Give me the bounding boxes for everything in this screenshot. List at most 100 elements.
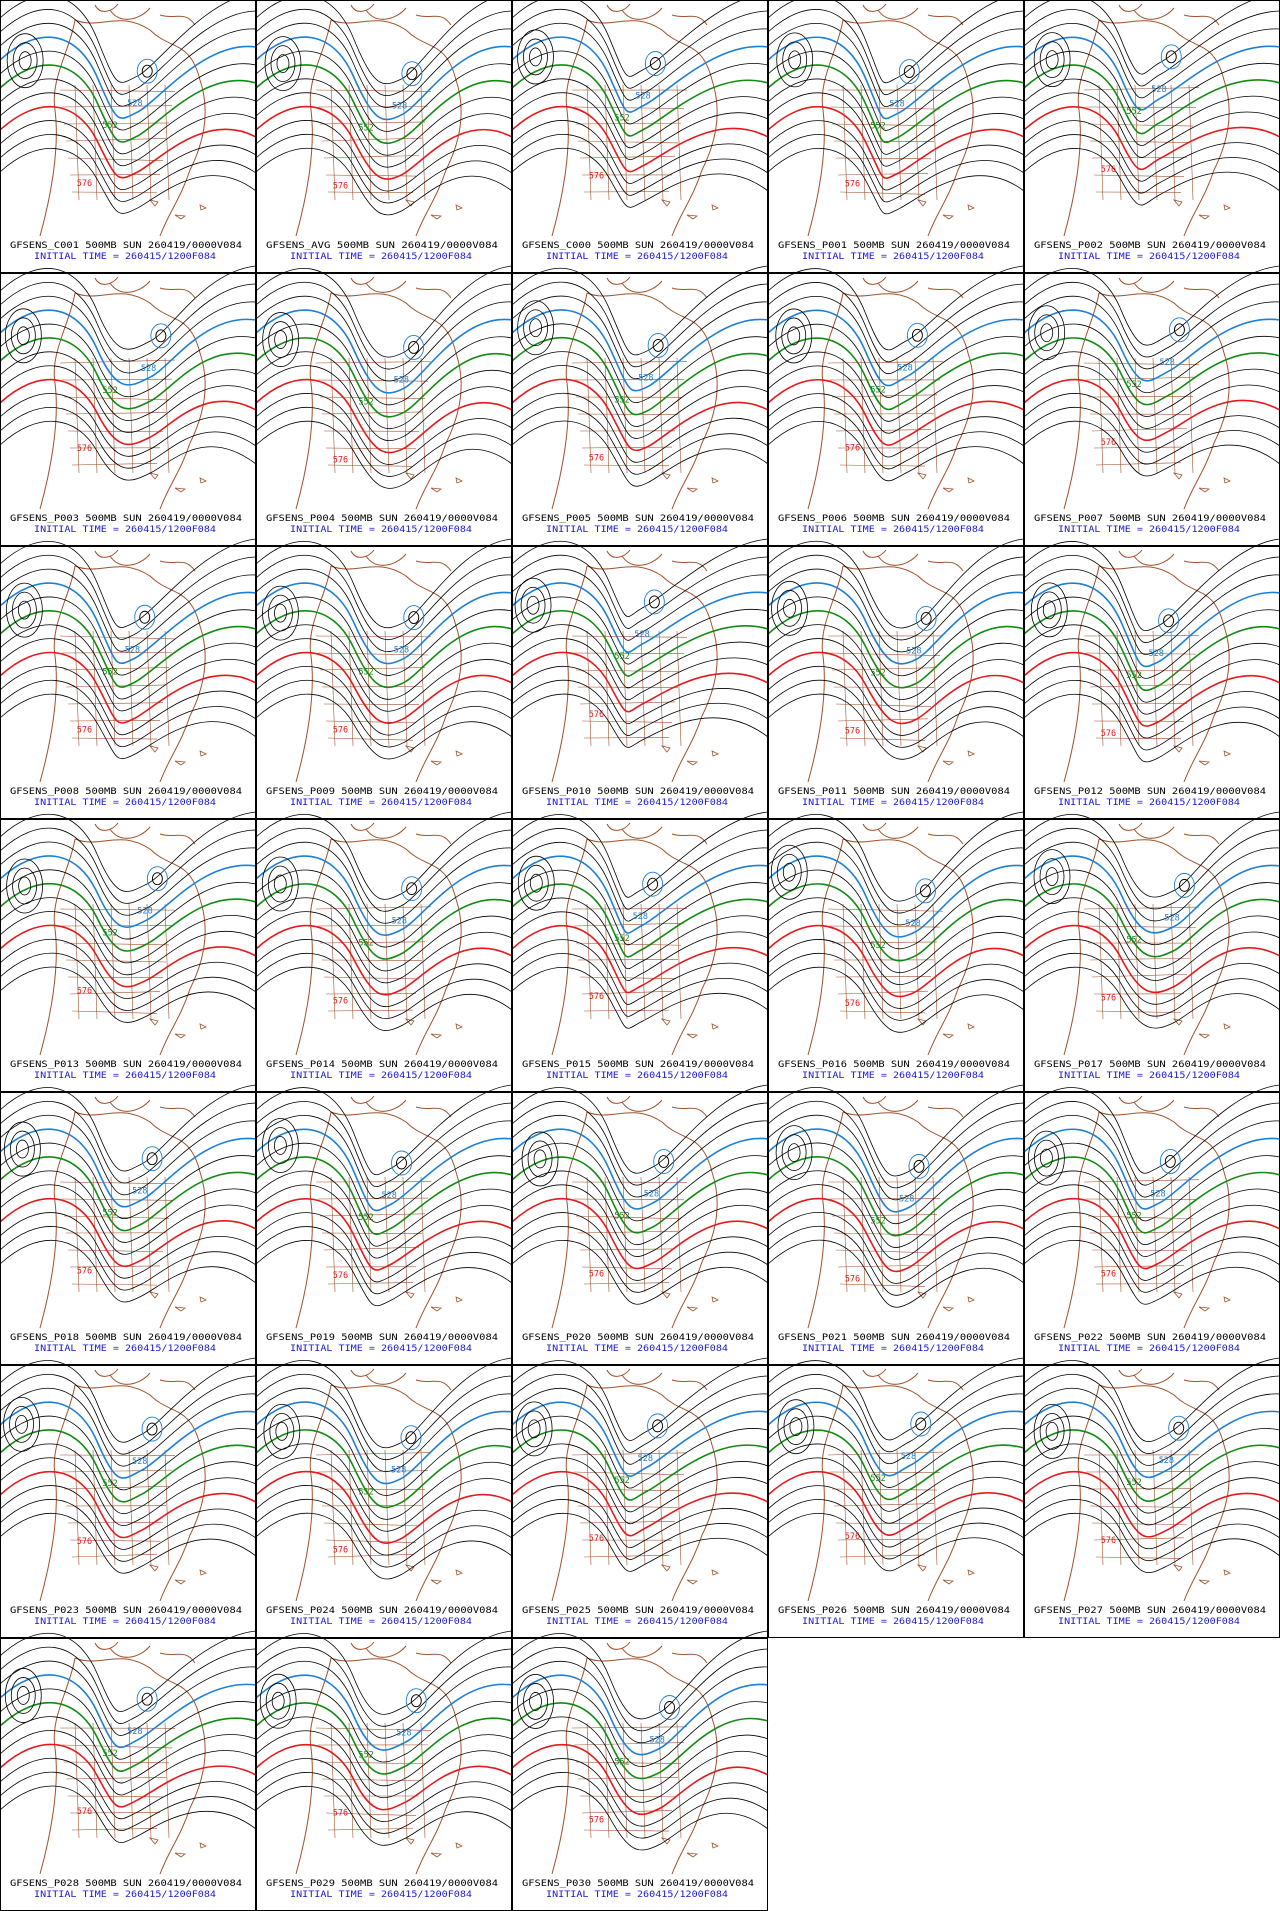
islands xyxy=(148,745,207,766)
height-contour xyxy=(0,855,257,928)
height-contour xyxy=(767,1374,1025,1453)
closed-contour xyxy=(1174,323,1185,337)
height-contour xyxy=(255,64,513,144)
map-panel: 528 552 576 GFSENS_P003 500MB SUN 260419/00… xyxy=(0,265,257,546)
height-contour xyxy=(767,1184,1025,1260)
height-contour xyxy=(255,651,513,724)
closed-contour xyxy=(517,855,555,911)
state-border xyxy=(59,635,176,640)
height-contour xyxy=(255,265,513,358)
closed-contour xyxy=(788,50,802,70)
height-contour xyxy=(255,1357,513,1449)
height-contour xyxy=(767,0,1000,84)
state-border xyxy=(315,635,432,638)
state-border xyxy=(420,1176,426,1293)
height-contour xyxy=(255,1512,513,1580)
closed-contour xyxy=(396,1156,407,1170)
state-border xyxy=(1098,903,1104,1020)
state-border xyxy=(59,1181,176,1185)
height-contour xyxy=(0,134,257,202)
map-panel: 528 552 576 GFSENS_P024 500MB SUN 260419/00… xyxy=(255,1357,513,1638)
islands xyxy=(916,1564,975,1585)
closed-contour xyxy=(1159,1148,1181,1174)
height-contour xyxy=(0,323,257,398)
state-border xyxy=(837,1538,929,1541)
panel-title: GFSENS_P003 500MB SUN 260419/0000V084 xyxy=(10,514,242,524)
state-border xyxy=(622,1176,628,1293)
height-contour xyxy=(0,1485,257,1550)
panel-title: GFSENS_P024 500MB SUN 260419/0000V084 xyxy=(266,1606,498,1616)
panel-title: GFSENS_P011 500MB SUN 260419/0000V084 xyxy=(778,787,1010,797)
contour-label: 528 xyxy=(396,1729,411,1739)
height-contour xyxy=(767,624,1025,700)
height-contour xyxy=(511,1716,769,1791)
state-border xyxy=(676,84,682,201)
contour-label: 552 xyxy=(102,1209,117,1219)
contour-label: 528 xyxy=(127,1727,142,1737)
height-contour xyxy=(0,924,257,988)
state-border xyxy=(1134,903,1140,1020)
initial-time: INITIAL TIME = 260415/1200F084 xyxy=(802,1071,984,1081)
coastline xyxy=(1118,549,1220,572)
state-border xyxy=(63,122,170,125)
height-contour xyxy=(0,538,257,628)
coastline xyxy=(1063,838,1230,1056)
closed-contour xyxy=(146,866,168,892)
state-border xyxy=(835,429,932,432)
panel-title: GFSENS_P005 500MB SUN 260419/0000V084 xyxy=(522,514,754,524)
height-contour xyxy=(511,855,769,934)
map-panel: 528 552 576 GFSENS_P006 500MB SUN 260419/00… xyxy=(767,265,1025,546)
closed-contour xyxy=(1169,317,1190,343)
height-contour xyxy=(511,538,769,617)
height-contour xyxy=(255,855,513,936)
islands xyxy=(660,199,719,220)
height-contour xyxy=(255,1443,513,1520)
state-border xyxy=(128,1722,134,1839)
map-panel: 528 552 576 GFSENS_P011 500MB SUN 260419/00… xyxy=(767,538,1025,819)
height-contour xyxy=(255,378,513,454)
closed-contour xyxy=(915,1417,927,1431)
closed-contour xyxy=(789,1417,803,1437)
coastline xyxy=(551,838,718,1056)
closed-contour xyxy=(136,58,158,84)
islands xyxy=(404,1018,463,1039)
contour-label: 576 xyxy=(77,444,92,454)
height-contour xyxy=(511,1114,769,1198)
state-border xyxy=(63,1761,170,1764)
height-contour xyxy=(767,568,1025,653)
panel-title: GFSENS_P008 500MB SUN 260419/0000V084 xyxy=(10,787,242,797)
height-contour xyxy=(1023,337,1280,406)
state-border xyxy=(1116,903,1122,1020)
state-border xyxy=(676,630,682,747)
map-panel: 528 552 576 GFSENS_P018 500MB SUN 260419/00… xyxy=(0,1084,257,1365)
state-border xyxy=(586,630,592,747)
closed-contour xyxy=(1030,582,1068,638)
height-contour xyxy=(511,841,769,922)
state-border xyxy=(317,379,429,382)
panel-title: GFSENS_P002 500MB SUN 260419/0000V084 xyxy=(1034,241,1266,251)
height-contour xyxy=(511,953,769,1017)
height-contour xyxy=(1023,1212,1280,1281)
height-contour xyxy=(767,265,1025,351)
state-border xyxy=(325,1812,417,1816)
height-contour xyxy=(255,1485,513,1556)
height-contour xyxy=(255,1415,513,1496)
closed-contour xyxy=(1173,872,1195,898)
closed-contour xyxy=(141,64,153,78)
height-contour xyxy=(767,855,1025,938)
state-border xyxy=(932,1176,938,1293)
panel-frame xyxy=(1024,819,1280,1092)
map-panel: 528 552 576 GFSENS_P007 500MB SUN 260419/00… xyxy=(1023,265,1280,546)
contour-label: 552 xyxy=(614,1212,629,1222)
state-border xyxy=(579,1248,676,1251)
closed-contour xyxy=(776,853,802,891)
closed-contour xyxy=(263,1403,301,1459)
coastline xyxy=(39,292,206,510)
state-border xyxy=(384,630,390,747)
state-border xyxy=(640,84,646,201)
closed-contour xyxy=(898,59,920,85)
contour-label: 528 xyxy=(394,646,409,656)
closed-contour xyxy=(267,865,293,903)
height-contour xyxy=(255,538,513,629)
